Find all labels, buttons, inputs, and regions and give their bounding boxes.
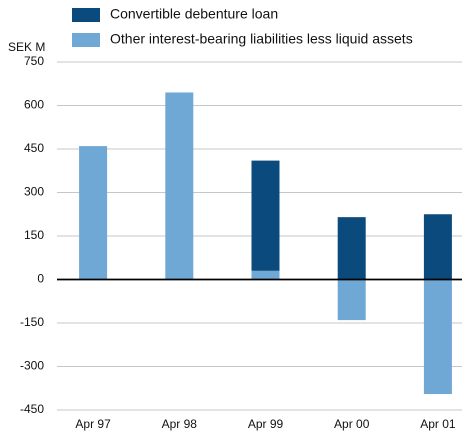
y-tick-label: 450 [24,141,44,155]
bar-segment [337,279,366,321]
y-tick-label: 300 [24,185,44,199]
bar-segment [251,270,280,280]
x-tick-label: Apr 00 [334,417,370,431]
y-tick-label: 150 [24,228,44,242]
legend-swatch [72,33,100,47]
y-tick-label: -150 [20,315,44,329]
y-tick-label: -450 [20,402,44,416]
y-tick-label: -300 [20,359,44,373]
bar-segment [423,279,452,395]
bar-segment [251,160,280,271]
y-tick-label: 750 [24,54,44,68]
bar-segment [79,146,108,280]
legend-label: Convertible debenture loan [110,6,278,22]
legend-label: Other interest-bearing liabilities less … [110,31,413,47]
x-tick-label: Apr 98 [162,417,198,431]
x-tick-label: Apr 01 [420,417,456,431]
y-tick-label: 600 [24,98,44,112]
bar-segment [337,217,366,280]
legend-swatch [72,8,100,22]
bar-segment [165,92,194,280]
bar-segment [423,214,452,280]
x-tick-label: Apr 97 [75,417,111,431]
x-tick-label: Apr 99 [248,417,284,431]
y-tick-label: 0 [37,272,44,286]
y-axis-label: SEK M [8,40,45,54]
